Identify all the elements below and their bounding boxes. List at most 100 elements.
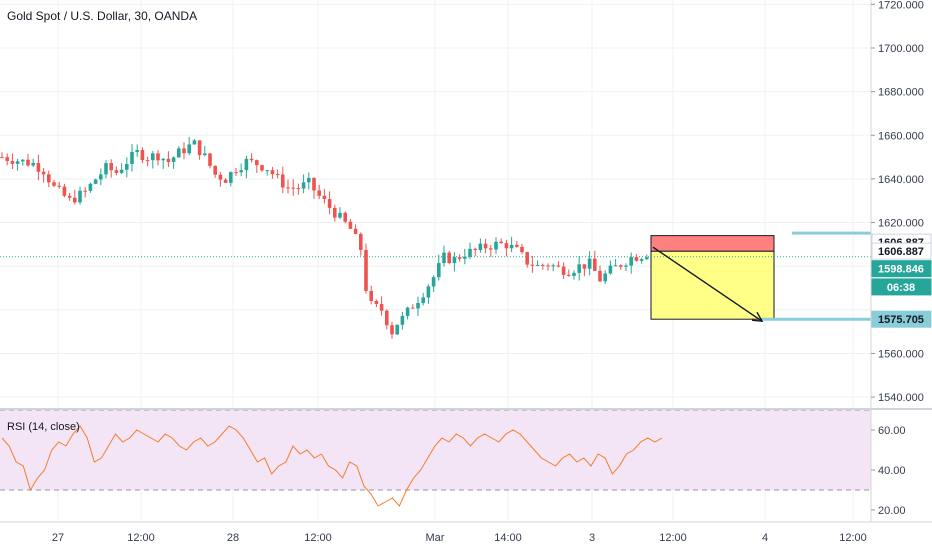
candle-104 [541, 263, 545, 270]
candle-3 [15, 158, 20, 171]
candle-29 [151, 151, 155, 169]
candle-76 [395, 324, 399, 335]
y-tick-label-7: 1540.000 [878, 392, 924, 404]
candle-23 [119, 163, 124, 175]
rsi-band [0, 410, 871, 490]
candle-8 [41, 167, 46, 183]
candle-51 [265, 169, 269, 176]
candle-57 [296, 183, 301, 195]
candle-58 [301, 174, 306, 194]
candle-40 [208, 153, 212, 169]
candle-61 [317, 184, 321, 200]
x-tick-label-0: 27 [52, 532, 64, 544]
candle-79 [411, 304, 415, 309]
candle-17 [88, 182, 93, 193]
candle-18 [93, 178, 98, 185]
candle-47 [244, 155, 249, 179]
candle-93 [483, 238, 488, 254]
y-tick-label-2: 1680.000 [878, 87, 924, 99]
candle-96 [499, 238, 503, 244]
rsi-tick-label-2: 20.00 [878, 505, 906, 517]
candle-63 [327, 191, 332, 215]
x-tick-label-5: 14:00 [494, 532, 522, 544]
candle-27 [140, 147, 145, 164]
candle-16 [83, 187, 87, 198]
x-tick-label-2: 28 [227, 532, 239, 544]
candle-75 [390, 321, 394, 339]
candle-22 [114, 166, 119, 176]
candle-123 [639, 257, 644, 264]
candle-44 [229, 171, 233, 187]
candle-82 [426, 284, 431, 304]
candle-112 [582, 264, 587, 277]
rsi-axis[interactable]: 60.00 40.00 20.00 [871, 425, 906, 517]
candle-116 [603, 270, 607, 284]
candle-90 [468, 242, 472, 260]
candle-91 [473, 247, 477, 257]
candle-85 [442, 245, 446, 267]
candle-73 [379, 296, 384, 316]
x-tick-label-7: 12:00 [659, 532, 687, 544]
candle-21 [109, 159, 113, 178]
x-tick-label-4: Mar [426, 532, 445, 544]
y-tick-label-1: 1700.000 [878, 43, 924, 55]
candle-25 [130, 143, 134, 172]
candle-113 [587, 251, 592, 276]
candle-120 [624, 263, 628, 272]
price-tag-3: 06:38 [871, 278, 932, 296]
candle-87 [452, 252, 457, 272]
candle-100 [520, 243, 524, 255]
candle-4 [21, 159, 25, 166]
candle-107 [556, 261, 561, 268]
candles [0, 136, 649, 339]
candle-62 [322, 188, 327, 204]
time-axis[interactable]: 27 12:00 28 12:00 Mar 14:00 3 12:00 4 12:00 [0, 521, 932, 544]
candle-108 [561, 262, 566, 279]
candle-89 [463, 248, 467, 265]
rsi-line [1, 425, 663, 507]
candle-36 [187, 136, 191, 156]
candle-118 [613, 259, 618, 267]
svg-text:1575.705: 1575.705 [878, 314, 924, 326]
svg-text:06:38: 06:38 [887, 282, 915, 294]
loss-zone[interactable] [650, 235, 775, 252]
y-tick-label-6: 1560.000 [878, 348, 924, 360]
candle-37 [192, 138, 197, 145]
candle-2 [10, 153, 15, 170]
candle-97 [504, 239, 509, 257]
candle-43 [223, 178, 228, 183]
x-tick-label-8: 4 [762, 532, 768, 544]
candle-121 [629, 252, 633, 274]
candle-9 [47, 170, 51, 188]
candle-74 [385, 309, 389, 330]
candle-70 [364, 243, 368, 294]
price-tag-4: 1575.705 [871, 310, 932, 328]
candle-109 [567, 269, 571, 277]
projection-arrowhead [751, 311, 764, 323]
svg-text:1598.846: 1598.846 [878, 264, 924, 276]
candle-119 [619, 264, 623, 270]
candle-105 [546, 263, 550, 271]
x-tick-label-3: 12:00 [304, 532, 332, 544]
candle-49 [255, 159, 259, 173]
candle-53 [275, 169, 280, 179]
candle-33 [171, 156, 176, 169]
candle-52 [270, 166, 275, 179]
horizontal-lines [762, 231, 871, 321]
candle-35 [182, 142, 186, 160]
candle-39 [203, 146, 207, 157]
candle-102 [530, 256, 535, 273]
candle-45 [234, 167, 238, 176]
candle-68 [353, 224, 358, 235]
profit-zone[interactable] [650, 250, 775, 320]
candle-26 [135, 144, 139, 157]
price-axis[interactable]: 1720.000 1700.000 1680.000 1660.000 1640.000… [871, 0, 924, 404]
candle-0 [0, 152, 4, 159]
candle-106 [551, 263, 555, 272]
candle-69 [359, 232, 363, 256]
projection-line[interactable] [652, 246, 763, 322]
candle-41 [213, 165, 217, 178]
candle-115 [598, 265, 602, 282]
candle-56 [291, 179, 295, 196]
